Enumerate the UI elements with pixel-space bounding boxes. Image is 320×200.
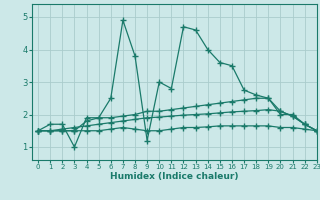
- X-axis label: Humidex (Indice chaleur): Humidex (Indice chaleur): [110, 172, 239, 181]
